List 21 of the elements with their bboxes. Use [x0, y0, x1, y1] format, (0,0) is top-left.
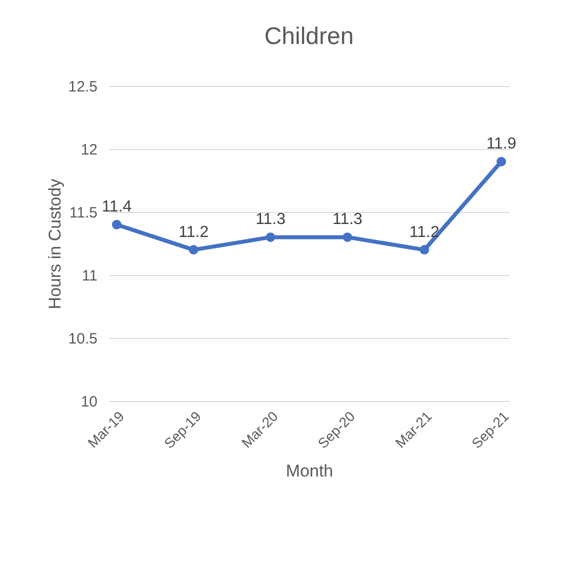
y-axis-title: Hours in Custody: [45, 178, 64, 310]
data-label: 11.3: [332, 211, 363, 228]
y-tick-label: 12.5: [68, 78, 98, 96]
data-label: 11.2: [409, 224, 440, 241]
y-tick-label: 11.5: [69, 204, 98, 222]
chart-title: Children: [264, 23, 354, 50]
data-label: 11.2: [178, 224, 209, 241]
y-tick-label: 12: [80, 142, 98, 158]
data-label: 11.4: [102, 198, 132, 216]
point: [266, 232, 276, 242]
x-axis-title: Month: [286, 461, 334, 480]
y-tick-label: 11: [82, 268, 98, 284]
y-tick-label: 10: [80, 394, 98, 410]
point: [420, 245, 430, 255]
point: [342, 232, 352, 242]
point: [112, 220, 122, 230]
y-tick-label: 10.5: [68, 330, 98, 348]
data-label: 11.3: [256, 211, 286, 228]
point: [496, 156, 506, 166]
data-label: 11.9: [486, 136, 516, 153]
point: [188, 245, 198, 255]
